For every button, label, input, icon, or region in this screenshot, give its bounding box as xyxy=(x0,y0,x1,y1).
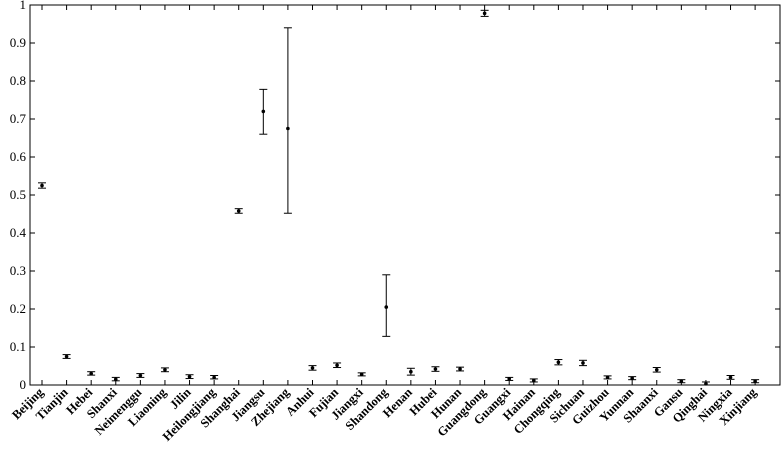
data-point xyxy=(726,375,735,380)
data-marker xyxy=(704,382,708,386)
data-point xyxy=(38,182,46,189)
data-marks xyxy=(38,9,760,386)
data-marker xyxy=(630,376,634,380)
data-marker xyxy=(113,377,118,382)
data-marker xyxy=(64,354,69,359)
data-point xyxy=(259,88,268,135)
data-point xyxy=(480,9,489,17)
y-tick-label: 0.4 xyxy=(10,225,27,240)
data-marker xyxy=(40,183,44,188)
data-point xyxy=(357,372,366,377)
data-point xyxy=(185,374,194,380)
data-marker xyxy=(359,372,364,377)
data-marker xyxy=(433,367,438,371)
data-marker xyxy=(482,11,487,16)
data-point xyxy=(210,375,219,380)
data-point xyxy=(308,365,317,371)
data-marker xyxy=(753,379,757,384)
data-point xyxy=(160,367,169,373)
data-point xyxy=(701,381,710,386)
data-point xyxy=(111,376,120,382)
data-marker xyxy=(728,375,733,380)
data-marker xyxy=(187,374,192,379)
data-point xyxy=(578,359,587,367)
data-marker xyxy=(212,375,216,380)
data-marker xyxy=(138,373,143,378)
data-marker xyxy=(384,305,389,309)
data-point xyxy=(603,375,612,380)
data-marker xyxy=(532,378,536,383)
data-marker xyxy=(409,369,413,374)
y-tick-label: 0.6 xyxy=(10,149,27,164)
y-tick-label: 0.9 xyxy=(10,35,26,50)
y-axis: 0 0.1 0.2 0.3 0.4 0.5 0.6 0.7 0.8 0.9 1 xyxy=(10,0,780,392)
data-marker xyxy=(286,126,290,131)
data-marker xyxy=(89,371,93,376)
y-tick-label: 0.3 xyxy=(10,263,26,278)
data-point xyxy=(62,354,71,359)
data-marker xyxy=(556,360,561,365)
data-point xyxy=(677,379,686,384)
y-tick-label: 0.8 xyxy=(10,73,26,88)
data-point xyxy=(333,362,342,369)
y-tick-label: 0.2 xyxy=(10,301,26,316)
data-marker xyxy=(335,363,339,368)
y-tick-label: 0.1 xyxy=(10,339,26,354)
y-tick-label: 0.5 xyxy=(10,187,26,202)
data-point xyxy=(505,376,514,381)
data-marker xyxy=(458,367,462,371)
data-point xyxy=(554,359,563,366)
data-marker xyxy=(507,377,512,381)
y-tick-label: 0.7 xyxy=(10,111,27,126)
data-point xyxy=(628,376,637,381)
data-point xyxy=(456,366,465,372)
y-tick-label: 1 xyxy=(20,0,27,12)
data-marker xyxy=(310,366,315,370)
data-marker xyxy=(581,361,585,365)
data-marker xyxy=(163,368,167,372)
data-point xyxy=(382,274,391,337)
data-point xyxy=(283,27,292,214)
data-point xyxy=(136,373,145,378)
data-marker xyxy=(261,109,266,114)
data-point xyxy=(529,378,538,383)
data-marker xyxy=(236,209,241,213)
data-point xyxy=(87,371,96,376)
data-marker xyxy=(605,375,610,380)
data-point xyxy=(652,367,661,373)
y-tick-label: 0 xyxy=(20,377,27,392)
data-point xyxy=(431,366,440,372)
data-marker xyxy=(654,368,659,372)
data-point xyxy=(751,379,760,384)
data-point xyxy=(406,367,415,376)
data-point xyxy=(234,208,243,214)
data-marker xyxy=(679,379,684,384)
plot-area xyxy=(29,4,781,386)
